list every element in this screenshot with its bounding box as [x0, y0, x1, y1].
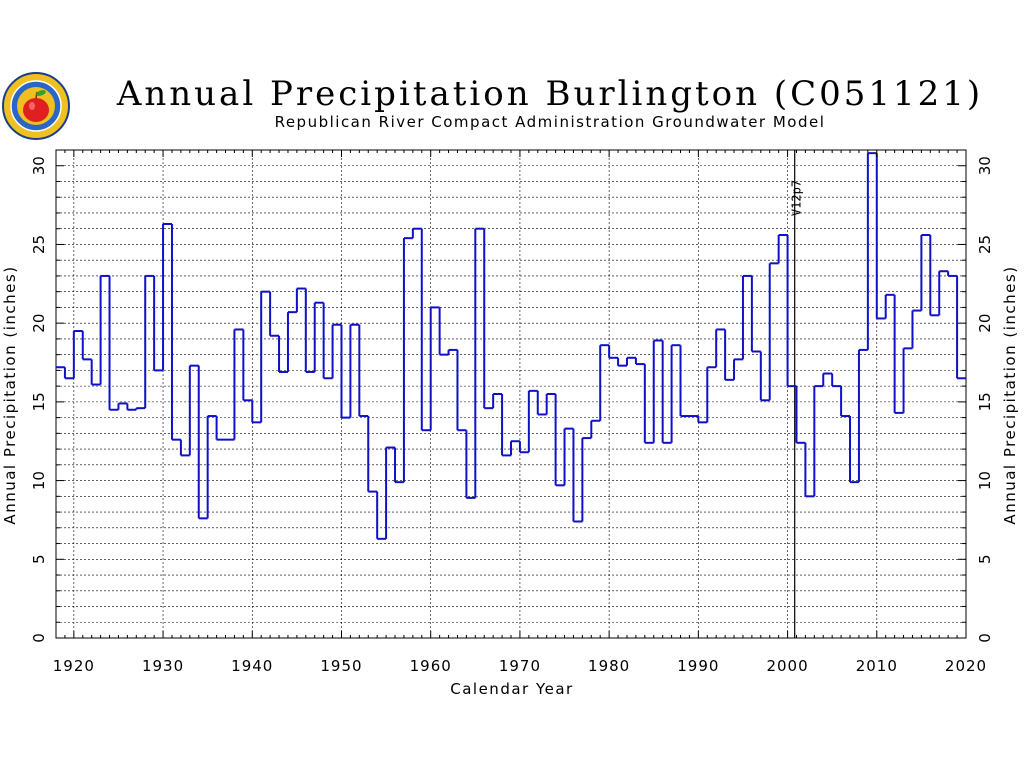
- annotation-layer: V12p7: [790, 150, 804, 638]
- x-tick-label: 1960: [410, 657, 452, 675]
- y-tick-label-left: 5: [30, 555, 48, 565]
- x-tick-label: 2010: [856, 657, 898, 675]
- y-tick-label-left: 15: [30, 392, 48, 411]
- series-layer: [56, 152, 966, 540]
- plot-frame: [55, 149, 967, 639]
- y-axis-label-right: Annual Precipitation (inches): [1001, 265, 1019, 524]
- x-tick-label: 1920: [53, 657, 95, 675]
- x-tick-label: 2020: [945, 657, 987, 675]
- x-tick-label: 1930: [142, 657, 184, 675]
- x-axis-label: Calendar Year: [450, 680, 573, 698]
- x-tick-label: 1980: [588, 657, 630, 675]
- y-tick-label-right: 10: [976, 471, 994, 490]
- y-tick-label-right: 0: [976, 633, 994, 643]
- x-tick-label: 1970: [499, 657, 541, 675]
- y-tick-label-right: 25: [976, 235, 994, 254]
- x-tick-label: 1940: [231, 657, 273, 675]
- y-tick-label-right: 5: [976, 555, 994, 565]
- chart-title: Annual Precipitation Burlington (C051121…: [116, 74, 984, 114]
- y-tick-label-right: 15: [976, 392, 994, 411]
- y-tick-label-left: 25: [30, 235, 48, 254]
- y-tick-label-left: 10: [30, 471, 48, 490]
- y-tick-label-left: 30: [30, 156, 48, 175]
- ticks-layer: 1920 1930 1940 1950 1960 1970 1980 1990 2000 2010…: [30, 149, 994, 675]
- x-tick-label: 1990: [677, 657, 719, 675]
- chart-subtitle: Republican River Compact Administration …: [274, 113, 826, 131]
- y-axis-label-left: Annual Precipitation (inches): [1, 265, 19, 524]
- y-tick-label-left: 20: [30, 314, 48, 333]
- y-tick-label-right: 30: [976, 156, 994, 175]
- y-tick-label-left: 0: [30, 633, 48, 643]
- gridlines: [56, 149, 966, 638]
- annotation-label: V12p7: [790, 180, 804, 216]
- x-tick-label: 1950: [320, 657, 362, 675]
- x-tick-label: 2000: [766, 657, 808, 675]
- apple-seal-logo: [2, 72, 70, 140]
- y-tick-label-right: 20: [976, 314, 994, 333]
